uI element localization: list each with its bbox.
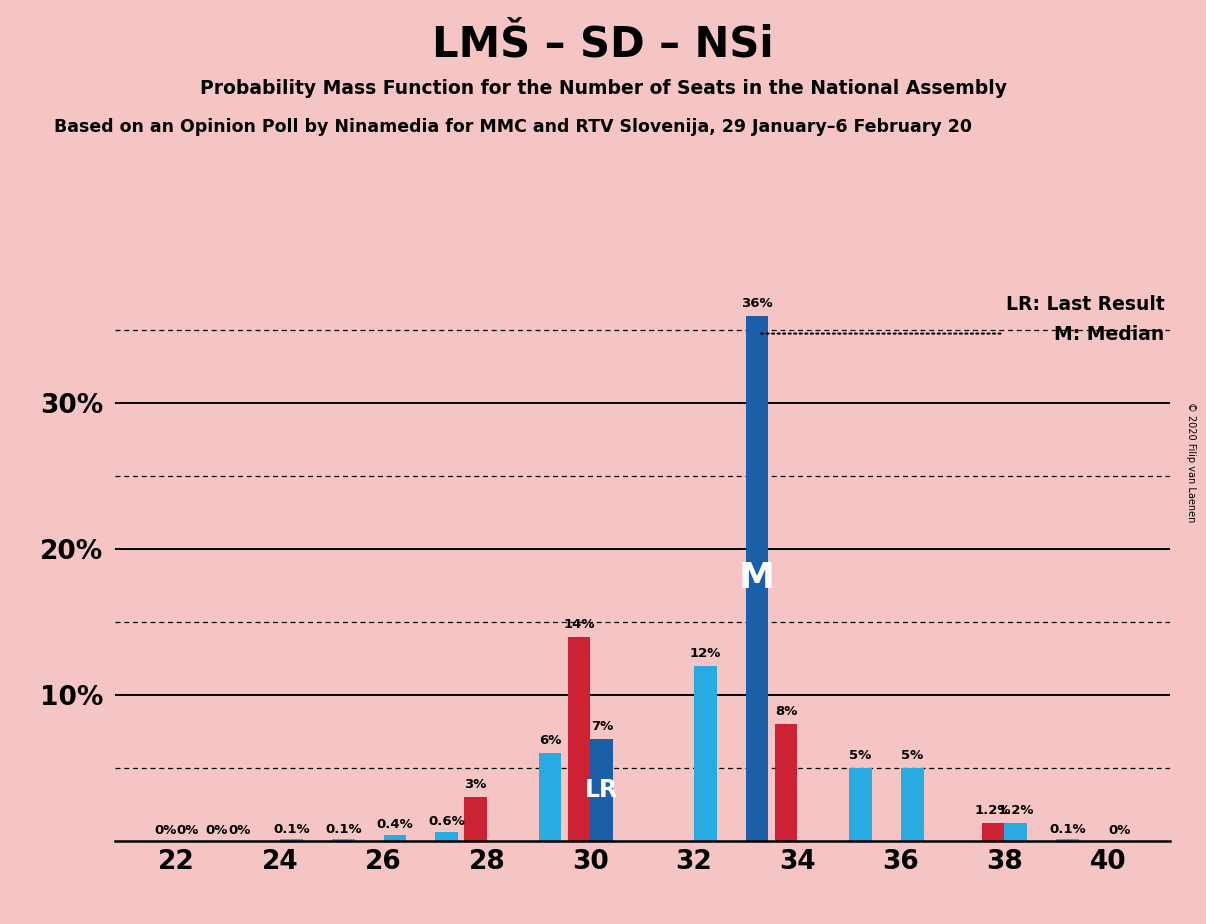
- Text: 12%: 12%: [690, 647, 721, 660]
- Text: © 2020 Filip van Laenen: © 2020 Filip van Laenen: [1187, 402, 1196, 522]
- Text: 0%: 0%: [177, 824, 199, 837]
- Text: Based on an Opinion Poll by Ninamedia for MMC and RTV Slovenija, 29 January–6 Fe: Based on an Opinion Poll by Ninamedia fo…: [54, 118, 972, 136]
- Bar: [435, 833, 458, 841]
- Bar: [901, 768, 924, 841]
- Text: 0%: 0%: [229, 824, 251, 837]
- Bar: [1056, 839, 1079, 841]
- Text: 0.1%: 0.1%: [1049, 822, 1085, 835]
- Text: 0.4%: 0.4%: [376, 819, 414, 832]
- Text: 0.1%: 0.1%: [324, 822, 362, 835]
- Bar: [982, 823, 1005, 841]
- Text: 0.6%: 0.6%: [428, 816, 466, 829]
- Bar: [280, 839, 303, 841]
- Bar: [1005, 823, 1028, 841]
- Text: 6%: 6%: [539, 735, 561, 748]
- Text: M: M: [739, 561, 775, 595]
- Text: Probability Mass Function for the Number of Seats in the National Assembly: Probability Mass Function for the Number…: [199, 79, 1007, 98]
- Bar: [568, 637, 591, 841]
- Text: LMŠ – SD – NSi: LMŠ – SD – NSi: [432, 23, 774, 65]
- Text: 14%: 14%: [563, 618, 595, 631]
- Text: M: Median: M: Median: [1054, 325, 1165, 345]
- Text: 36%: 36%: [742, 297, 773, 310]
- Bar: [774, 724, 797, 841]
- Bar: [539, 753, 562, 841]
- Text: 5%: 5%: [849, 749, 872, 762]
- Text: 1.2%: 1.2%: [997, 805, 1034, 818]
- Bar: [849, 768, 872, 841]
- Text: 7%: 7%: [591, 720, 613, 733]
- Text: LR: Last Result: LR: Last Result: [1006, 295, 1165, 314]
- Text: 8%: 8%: [774, 705, 797, 718]
- Text: 0.1%: 0.1%: [274, 822, 310, 835]
- Bar: [591, 738, 613, 841]
- Text: 5%: 5%: [901, 749, 924, 762]
- Bar: [332, 839, 355, 841]
- Text: 0%: 0%: [206, 824, 228, 837]
- Text: 3%: 3%: [464, 778, 487, 791]
- Bar: [745, 316, 768, 841]
- Bar: [693, 666, 716, 841]
- Bar: [464, 797, 487, 841]
- Text: 1.2%: 1.2%: [974, 805, 1011, 818]
- Bar: [384, 835, 406, 841]
- Text: 0%: 0%: [1108, 824, 1130, 837]
- Text: LR: LR: [585, 778, 619, 802]
- Text: 0%: 0%: [154, 824, 176, 837]
